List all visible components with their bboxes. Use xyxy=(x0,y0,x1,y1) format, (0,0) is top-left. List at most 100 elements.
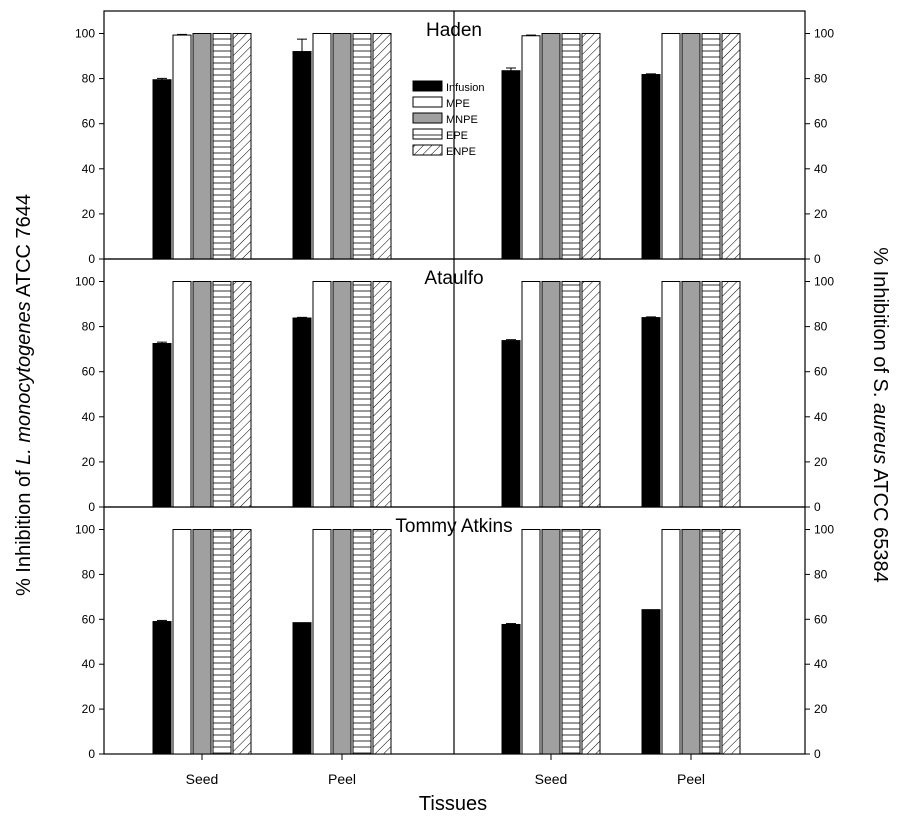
legend-swatch-mnpe xyxy=(412,112,443,124)
bar-infusion xyxy=(501,340,521,508)
bar-mpe xyxy=(661,281,681,508)
y-axis-title-right-italic: aureus xyxy=(869,403,891,464)
panel-title: Tommy Atkins xyxy=(395,516,512,537)
y-tick-label-left: 20 xyxy=(82,702,96,716)
bar-infusion xyxy=(152,79,172,260)
legend-label-infusion: Infusion xyxy=(446,82,485,94)
y-tick-label-right: 40 xyxy=(814,410,828,424)
bar-mnpe xyxy=(541,33,561,260)
y-tick-label-right: 60 xyxy=(814,117,828,131)
y-tick-label-left: 40 xyxy=(82,162,96,176)
bar-enpe xyxy=(721,281,741,508)
y-tick-label-left: 80 xyxy=(82,72,96,86)
y-axis-title-right-suffix: ATCC 65384 xyxy=(869,464,891,583)
bar-mnpe xyxy=(192,529,212,755)
y-tick-label-left: 80 xyxy=(82,320,96,334)
panel-tommy-atkins: 0 0 20 20 40 40 60 60 80 80 100 100 Tommy Atkins xyxy=(75,506,834,761)
bar-mpe xyxy=(172,34,192,260)
x-tick-label: Seed xyxy=(186,771,219,787)
legend-label-mpe: MPE xyxy=(446,98,470,110)
bar-infusion xyxy=(641,74,661,260)
bar-epe xyxy=(352,281,372,508)
y-tick-label-left: 0 xyxy=(88,252,95,266)
y-axis-title-right-prefix: % Inhibition of S. xyxy=(869,247,891,403)
y-tick-label-left: 20 xyxy=(82,207,96,221)
bar-epe xyxy=(701,281,721,508)
y-tick-label-right: 80 xyxy=(814,72,828,86)
bar-epe xyxy=(212,529,232,755)
legend-swatch-epe xyxy=(412,128,443,140)
bar-enpe xyxy=(581,529,601,755)
bar-enpe xyxy=(372,33,392,260)
bar-epe xyxy=(212,33,232,260)
bar-infusion xyxy=(501,623,521,755)
bar-mpe xyxy=(312,529,332,755)
y-tick-label-left: 80 xyxy=(82,567,96,581)
x-axis: Seed Peel Seed Peel xyxy=(186,754,705,787)
y-tick-label-right: 0 xyxy=(814,500,821,514)
y-tick-label-right: 20 xyxy=(814,702,828,716)
bar-mnpe xyxy=(192,281,212,508)
bar-infusion xyxy=(292,317,312,508)
y-tick-label-left: 40 xyxy=(82,657,96,671)
panel-haden: 0 0 20 20 40 40 60 60 80 80 100 100 Haden xyxy=(75,10,834,266)
y-tick-label-left: 0 xyxy=(88,500,95,514)
bar-epe xyxy=(561,529,581,755)
y-tick-label-left: 100 xyxy=(75,275,95,289)
x-axis-title: Tissues xyxy=(419,793,487,815)
bar-mnpe xyxy=(541,281,561,508)
legend-swatch-enpe xyxy=(412,144,443,156)
bar-mpe xyxy=(521,529,541,755)
y-tick-label-left: 20 xyxy=(82,455,96,469)
x-tick-label: Peel xyxy=(328,771,356,787)
y-tick-label-right: 100 xyxy=(814,275,834,289)
y-tick-label-right: 100 xyxy=(814,523,834,537)
legend-label-enpe: ENPE xyxy=(446,146,476,158)
bar-enpe xyxy=(232,33,252,260)
bar-mnpe xyxy=(332,529,352,755)
y-tick-label-left: 40 xyxy=(82,410,96,424)
bar-mpe xyxy=(172,281,192,508)
bar-epe xyxy=(701,529,721,755)
y-tick-label-right: 0 xyxy=(814,747,821,761)
y-tick-label-left: 60 xyxy=(82,612,96,626)
legend-label-epe: EPE xyxy=(446,130,468,142)
bar-mnpe xyxy=(541,529,561,755)
y-tick-label-right: 100 xyxy=(814,27,834,41)
y-tick-label-left: 0 xyxy=(88,747,95,761)
bar-enpe xyxy=(232,529,252,755)
bar-infusion xyxy=(152,343,172,508)
y-tick-label-left: 60 xyxy=(82,365,96,379)
y-tick-label-right: 80 xyxy=(814,567,828,581)
bar-mpe xyxy=(521,35,541,260)
y-axis-title-left-italic: L. monocytogenes xyxy=(13,301,35,464)
bar-infusion xyxy=(292,51,312,260)
y-tick-label-right: 0 xyxy=(814,252,821,266)
y-axis-title-right: % Inhibition of S. aureus ATCC 65384 xyxy=(869,247,891,582)
bar-mnpe xyxy=(192,33,212,260)
panel-title: Haden xyxy=(426,20,482,41)
bar-mpe xyxy=(312,33,332,260)
bar-enpe xyxy=(721,33,741,260)
bar-infusion xyxy=(641,609,661,755)
bar-epe xyxy=(212,281,232,508)
bar-infusion xyxy=(152,621,172,755)
y-tick-label-right: 80 xyxy=(814,320,828,334)
bar-enpe xyxy=(581,33,601,260)
y-axis-title-left-prefix: % Inhibition of xyxy=(13,465,35,596)
bar-mpe xyxy=(521,281,541,508)
bar-mnpe xyxy=(681,529,701,755)
bar-epe xyxy=(352,529,372,755)
bar-enpe xyxy=(372,529,392,755)
bar-enpe xyxy=(581,281,601,508)
y-axis-title-left: % Inhibition of L. monocytogenes ATCC 76… xyxy=(13,194,35,596)
bar-infusion xyxy=(501,70,521,260)
bar-epe xyxy=(701,33,721,260)
y-axis-title-left-suffix: ATCC 7644 xyxy=(13,194,35,301)
y-tick-label-right: 20 xyxy=(814,455,828,469)
axis-labels: Tissues % Inhibition of L. monocytogenes… xyxy=(13,194,891,815)
bar-infusion xyxy=(641,317,661,508)
bar-epe xyxy=(352,33,372,260)
